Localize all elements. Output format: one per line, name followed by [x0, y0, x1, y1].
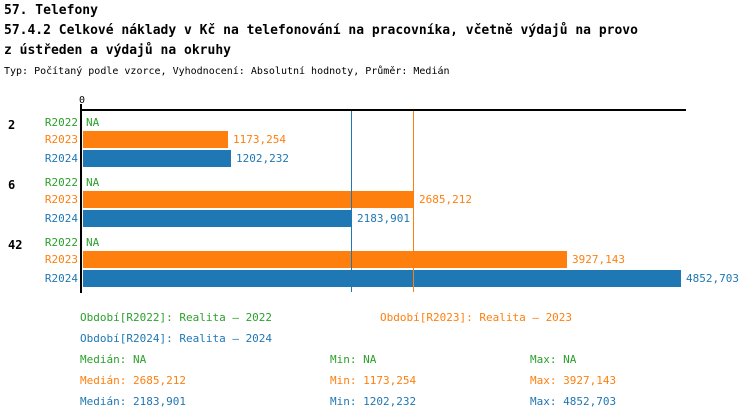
- group-label: 42: [8, 238, 23, 252]
- series-label-r2022: R2022: [44, 176, 78, 189]
- chart-subtitle-line2: z ústředen a výdajů na okruhy: [4, 43, 231, 58]
- bar-row-r2022-42: R2022 NA: [0, 236, 99, 249]
- stat-median-r2022: Medián: NA: [80, 353, 147, 366]
- bar-value: 1173,254: [233, 133, 286, 146]
- bar-value: 3927,143: [572, 253, 625, 266]
- series-label-r2023: R2023: [44, 193, 78, 206]
- bar-r2024-42: [83, 270, 681, 287]
- bar-r2023-6: [83, 191, 414, 208]
- bar-row-r2023-2: R2023 1173,254: [0, 131, 286, 148]
- bar-group-2: 2 R2022 NA R2023 1173,254 R2024 1202,232: [0, 116, 750, 177]
- series-label-r2022: R2022: [44, 236, 78, 249]
- bar-value: 2183,901: [357, 212, 410, 225]
- series-label-r2024: R2024: [44, 272, 78, 285]
- bar-row-r2023-6: R2023 2685,212: [0, 191, 472, 208]
- series-label-r2024: R2024: [44, 212, 78, 225]
- legend-item-r2023: Období[R2023]: Realita – 2023: [380, 311, 573, 324]
- x-axis-tick-label-0: 0: [78, 95, 86, 106]
- stat-median-r2023: Medián: 2685,212: [80, 374, 186, 387]
- stat-median-r2024: Medián: 2183,901: [80, 395, 186, 408]
- bar-value-na: NA: [86, 116, 100, 129]
- page-title: 57. Telefony: [4, 3, 98, 18]
- stat-min-r2023: Min: 1173,254: [330, 374, 417, 387]
- bar-value: 4852,703: [686, 272, 739, 285]
- chart-meta-line: Typ: Počítaný podle vzorce, Vyhodnocení:…: [4, 66, 450, 77]
- x-axis-line: [82, 109, 686, 111]
- stat-max-r2024: Max: 4852,703: [530, 395, 617, 408]
- bar-r2023-2: [83, 131, 228, 148]
- bar-value-na: NA: [86, 176, 100, 189]
- chart-subtitle-line1: 57.4.2 Celkové náklady v Kč na telefonov…: [4, 23, 638, 38]
- bar-r2024-6: [83, 210, 352, 227]
- median-line-r2023: [413, 111, 414, 292]
- bar-r2023-42: [83, 251, 567, 268]
- bar-r2024-2: [83, 150, 231, 167]
- bar-row-r2024-6: R2024 2183,901: [0, 210, 410, 227]
- stat-min-r2022: Min: NA: [330, 353, 377, 366]
- series-label-r2022: R2022: [44, 116, 78, 129]
- median-line-r2024: [351, 111, 352, 292]
- stat-min-r2024: Min: 1202,232: [330, 395, 417, 408]
- bar-value: 2685,212: [419, 193, 472, 206]
- group-label: 6: [8, 178, 16, 192]
- series-label-r2023: R2023: [44, 133, 78, 146]
- bar-row-r2024-42: R2024 4852,703: [0, 270, 739, 287]
- bar-row-r2024-2: R2024 1202,232: [0, 150, 289, 167]
- bar-group-6: 6 R2022 NA R2023 2685,212 R2024 2183,901: [0, 176, 750, 237]
- stat-max-r2023: Max: 3927,143: [530, 374, 617, 387]
- bar-group-42: 42 R2022 NA R2023 3927,143 R2024 4852,703: [0, 236, 750, 297]
- x-axis-tick-mark: [80, 104, 82, 109]
- legend-item-r2024: Období[R2024]: Realita – 2024: [80, 332, 273, 345]
- y-axis-line: [80, 109, 82, 293]
- bar-value-na: NA: [86, 236, 100, 249]
- bar-value: 1202,232: [236, 152, 289, 165]
- series-label-r2023: R2023: [44, 253, 78, 266]
- series-label-r2024: R2024: [44, 152, 78, 165]
- group-label: 2: [8, 118, 16, 132]
- bar-row-r2022-6: R2022 NA: [0, 176, 99, 189]
- legend-item-r2022: Období[R2022]: Realita – 2022: [80, 311, 273, 324]
- stat-max-r2022: Max: NA: [530, 353, 577, 366]
- bar-row-r2023-42: R2023 3927,143: [0, 251, 625, 268]
- bar-row-r2022-2: R2022 NA: [0, 116, 99, 129]
